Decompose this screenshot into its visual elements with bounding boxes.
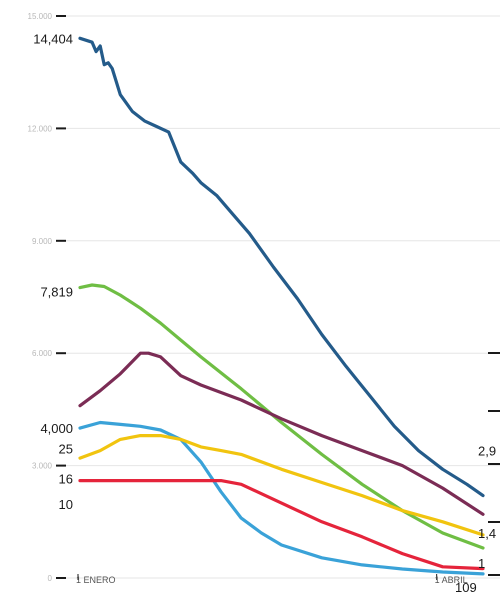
y-tick-label: 3.000 [32, 462, 53, 471]
gridlines [66, 15, 500, 579]
data-label: 14,404 [33, 31, 73, 46]
series-line-4 [78, 434, 485, 537]
series-lines [78, 36, 485, 576]
x-tick-label: 1 ENERO [76, 575, 116, 585]
y-tick-label: 9.000 [32, 237, 53, 246]
data-label: 4,000 [40, 421, 73, 436]
x-tick-label: 1 ABRIL [435, 575, 468, 585]
data-label: 109 [455, 580, 477, 595]
right-edge-ticks [488, 352, 500, 576]
y-axis: 0 3.000 6.000 9.000 12.000 15.000 [28, 12, 66, 583]
x-axis: 1 ENERO 1 ABRIL [76, 574, 468, 585]
data-label: 16 [59, 471, 73, 486]
data-label: 1,4 [478, 526, 496, 541]
data-label: 25 [59, 442, 73, 457]
y-tick-label: 6.000 [32, 349, 53, 358]
data-label: 7,819 [40, 284, 73, 299]
series-line-0 [78, 36, 485, 498]
series-line-3 [78, 420, 485, 576]
y-tick-label: 12.000 [28, 124, 53, 133]
series-line-5 [78, 479, 485, 571]
y-tick-label: 15.000 [28, 12, 53, 21]
data-label: 10 [59, 497, 73, 512]
series-line-1 [78, 283, 485, 550]
y-tick-label: 0 [48, 574, 53, 583]
data-label: 1 [478, 556, 485, 571]
series-line-2 [78, 351, 485, 516]
data-label: 2,9 [478, 444, 496, 459]
